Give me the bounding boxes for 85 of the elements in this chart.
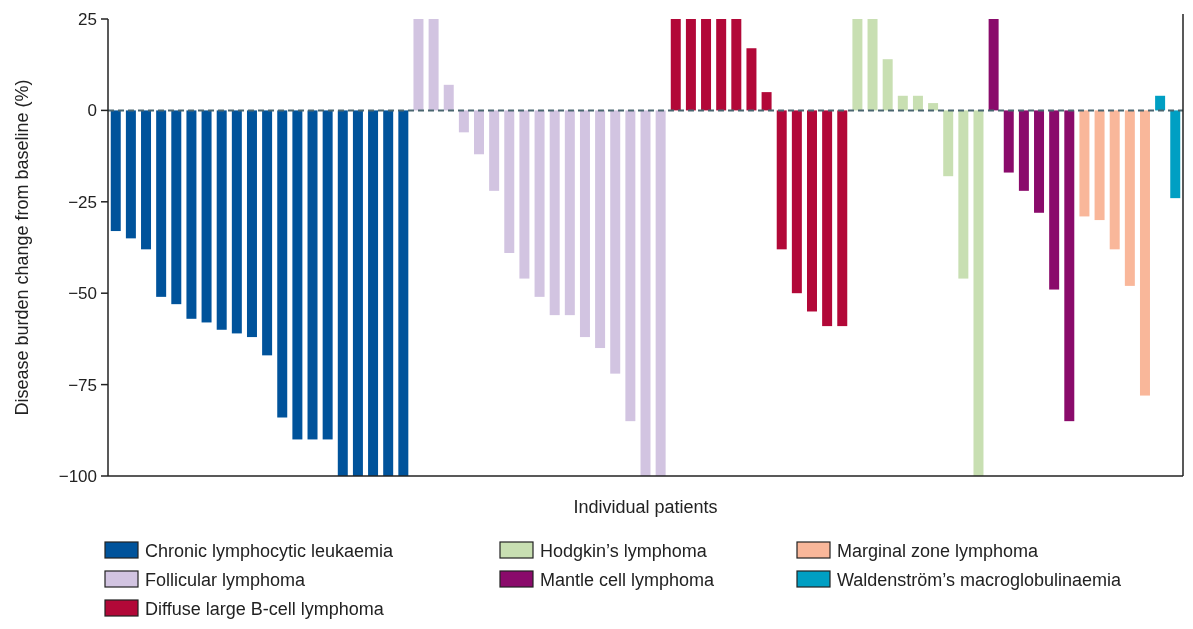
- y-tick-label: −25: [68, 192, 97, 212]
- bar: [549, 110, 560, 316]
- legend-label: Follicular lymphoma: [145, 570, 307, 591]
- bar: [670, 19, 681, 111]
- bar: [201, 110, 212, 323]
- bar: [383, 110, 394, 476]
- bar: [443, 84, 454, 111]
- legend-label: Mantle cell lymphoma: [540, 570, 716, 591]
- y-axis-title: Disease burden change from baseline (%): [12, 79, 32, 416]
- bar: [1018, 110, 1029, 191]
- bar: [625, 110, 636, 422]
- bar: [337, 110, 348, 476]
- bar: [852, 19, 863, 111]
- bar: [716, 19, 727, 111]
- bar: [141, 110, 152, 250]
- bar: [1094, 110, 1105, 221]
- bar: [1124, 110, 1135, 286]
- legend-label: Chronic lymphocytic leukaemia: [145, 541, 395, 562]
- bar: [1079, 110, 1090, 217]
- bar: [776, 110, 787, 250]
- bar: [277, 110, 288, 418]
- y-tick-label: 0: [87, 101, 97, 121]
- bar: [731, 19, 742, 111]
- bar: [352, 110, 363, 476]
- bar: [1109, 110, 1120, 250]
- bar: [867, 19, 878, 111]
- bar: [428, 19, 439, 111]
- bar: [912, 95, 923, 111]
- bar: [474, 110, 484, 155]
- bar: [1034, 110, 1045, 213]
- legend-label: Waldenström’s macroglobulinaemia: [837, 570, 1123, 591]
- bar: [640, 110, 651, 476]
- y-tick-label: 25: [78, 9, 97, 29]
- bar: [231, 110, 242, 334]
- bar: [610, 110, 621, 374]
- bar: [186, 110, 197, 319]
- bar: [579, 110, 590, 338]
- bar: [988, 19, 999, 111]
- bar: [110, 110, 121, 232]
- bar: [943, 110, 954, 177]
- y-tick-label: −100: [58, 466, 97, 486]
- bar: [1049, 110, 1060, 290]
- bar: [262, 110, 273, 356]
- bar: [156, 110, 167, 297]
- bar: [322, 110, 333, 440]
- bar: [897, 95, 908, 111]
- y-tick-label: −75: [68, 375, 97, 395]
- bar: [882, 59, 893, 111]
- bar: [216, 110, 227, 330]
- bar: [973, 110, 984, 476]
- bar: [292, 110, 303, 440]
- y-tick-label: −50: [68, 284, 97, 304]
- bar: [761, 92, 772, 111]
- bar: [1003, 110, 1014, 173]
- bar: [398, 110, 409, 476]
- bar: [458, 110, 469, 133]
- bar: [1064, 110, 1075, 422]
- bar: [1170, 110, 1181, 199]
- legend-label: Hodgkin’s lymphoma: [540, 541, 708, 562]
- bar: [1155, 95, 1166, 111]
- bar: [746, 48, 757, 111]
- bar: [125, 110, 136, 239]
- bar: [307, 110, 318, 440]
- legend-label: Diffuse large B-cell lymphoma: [145, 599, 385, 620]
- bar: [564, 110, 575, 316]
- bar: [413, 19, 424, 111]
- bar: [791, 110, 802, 294]
- bar: [534, 110, 545, 297]
- legend-label: Marginal zone lymphoma: [837, 541, 1040, 562]
- bar: [837, 110, 848, 327]
- bar: [685, 19, 696, 111]
- bar: [171, 110, 182, 305]
- bar: [519, 110, 530, 279]
- x-axis-title: Individual patients: [573, 497, 718, 517]
- bar: [655, 110, 666, 476]
- bar: [504, 110, 515, 253]
- bar: [368, 110, 379, 476]
- bar: [958, 110, 969, 279]
- bar: [595, 110, 606, 349]
- bar: [807, 110, 817, 312]
- bar: [246, 110, 257, 338]
- bar: [1139, 110, 1150, 396]
- bar: [701, 19, 712, 111]
- bar: [822, 110, 833, 327]
- bar: [489, 110, 500, 191]
